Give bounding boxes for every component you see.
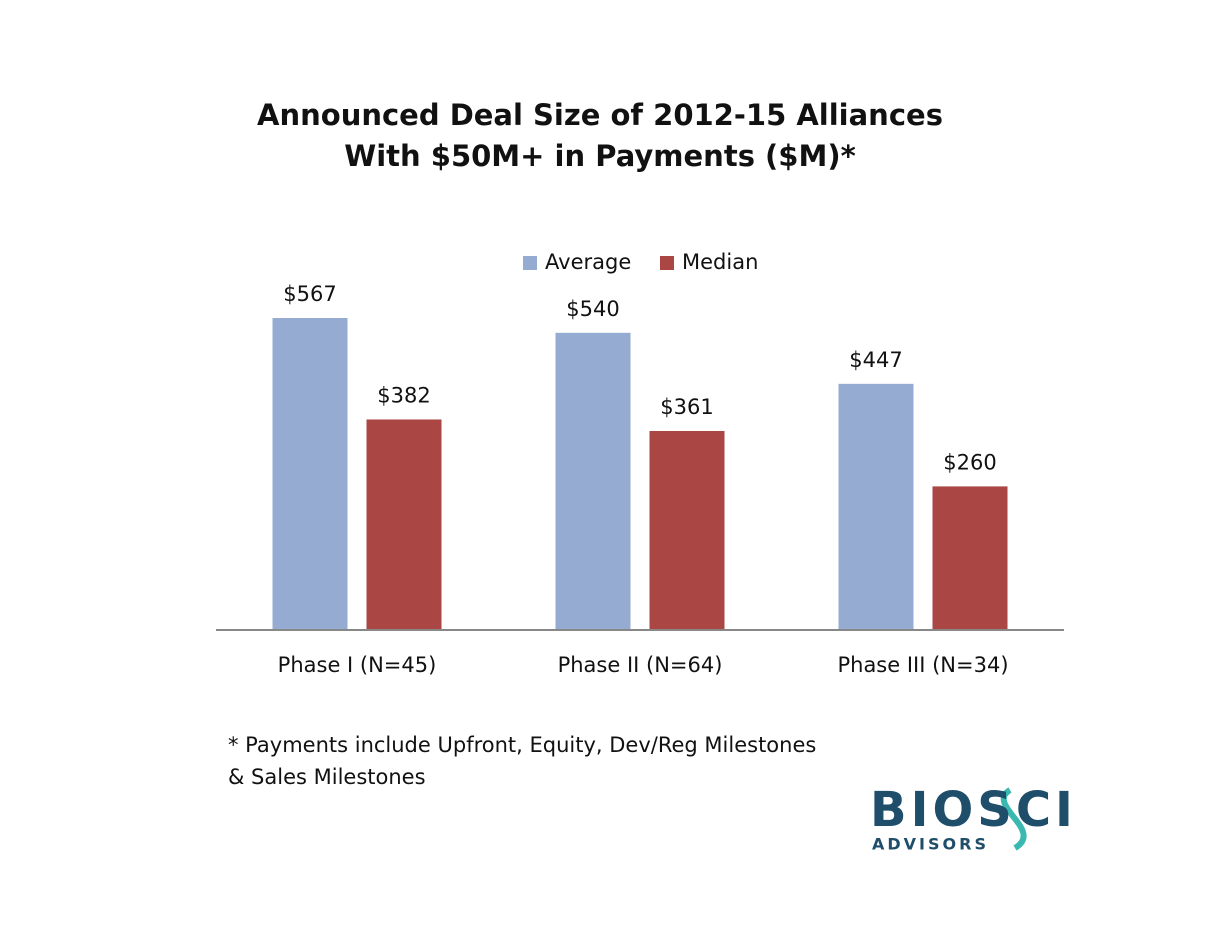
x-tick-label: Phase III (N=34)	[837, 653, 1008, 677]
logo: BIOSCI ADVISORS	[870, 782, 1077, 854]
bar	[932, 486, 1008, 629]
legend-swatch	[660, 256, 674, 270]
bar	[272, 318, 348, 629]
chart-title: Announced Deal Size of 2012-15 Alliances	[257, 98, 943, 132]
logo-tagline: ADVISORS	[872, 835, 989, 854]
legend-label: Average	[545, 250, 631, 274]
bar	[649, 430, 725, 629]
data-label: $540	[566, 297, 619, 321]
legend-swatch	[523, 256, 537, 270]
data-label: $567	[283, 282, 336, 306]
data-label: $382	[377, 383, 430, 407]
bar	[555, 332, 631, 629]
legend-label: Median	[682, 250, 758, 274]
footnote: & Sales Milestones	[228, 765, 426, 789]
chart-title: With $50M+ in Payments ($M)*	[344, 139, 856, 173]
data-label: $260	[943, 450, 996, 474]
data-label: $447	[849, 348, 902, 372]
x-tick-label: Phase I (N=45)	[278, 653, 437, 677]
footnote: * Payments include Upfront, Equity, Dev/…	[228, 733, 816, 757]
bar	[838, 383, 914, 629]
bar	[366, 419, 442, 629]
data-label: $361	[660, 395, 713, 419]
x-tick-label: Phase II (N=64)	[558, 653, 723, 677]
logo-helix	[1000, 787, 1027, 851]
logo-name: BIOSCI	[870, 782, 1077, 838]
